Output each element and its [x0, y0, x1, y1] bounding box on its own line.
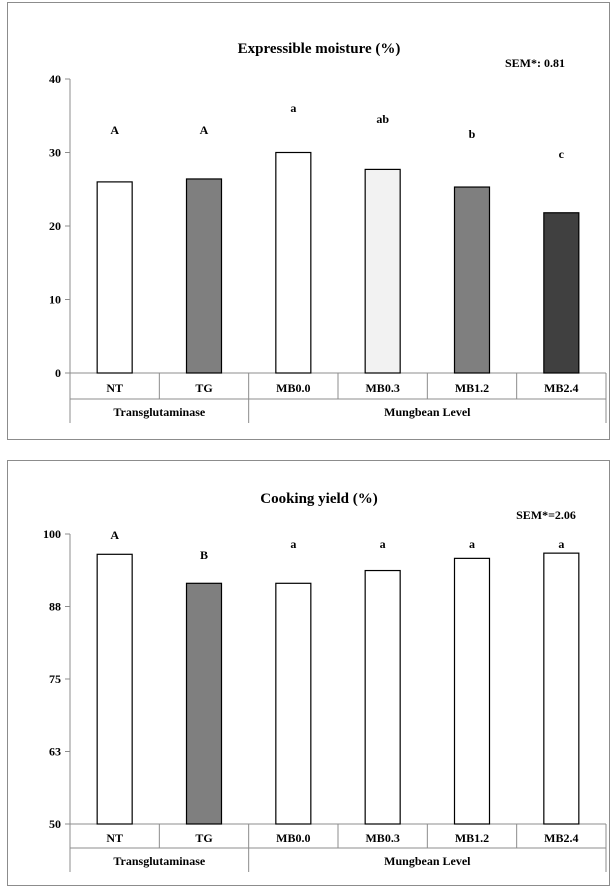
significance-label: A: [110, 528, 119, 542]
bar-nt: [96, 181, 133, 374]
bar-mb2-4: [543, 212, 580, 374]
y-tick-label: 20: [49, 219, 61, 233]
sem-annotation: SEM*=2.06: [516, 508, 576, 522]
cooking-yield-chart: Cooking yield (%) SEM*=2.06 50 63 75 88 100 N…: [43, 491, 607, 872]
bar-mb0-3: [364, 569, 401, 825]
significance-label: a: [469, 537, 475, 551]
bar-mb2-4: [543, 552, 580, 825]
bar-mb0-0: [275, 582, 312, 825]
y-tick-label: 0: [55, 366, 61, 380]
bar-mb1-2: [453, 186, 491, 374]
x-group-label: Transglutaminase: [113, 405, 205, 419]
x-category-label: MB0.0: [276, 381, 310, 395]
chart-title: Expressible moisture (%): [238, 41, 401, 57]
x-category-label: MB0.0: [276, 831, 310, 845]
y-tick-label: 100: [43, 527, 61, 541]
cooking-yield-chart-panel: Cooking yield (%) SEM*=2.06 50 63 75 88 100 N…: [7, 460, 610, 886]
x-group-label: Transglutaminase: [113, 854, 205, 868]
sem-annotation: SEM*: 0.81: [505, 56, 565, 70]
significance-label: a: [290, 537, 296, 551]
x-group-label: Mungbean Level: [384, 854, 471, 868]
significance-label: a: [380, 537, 386, 551]
bar-mb0-0: [275, 151, 312, 374]
x-category-label: MB0.3: [365, 381, 399, 395]
x-category-label: MB0.3: [365, 831, 399, 845]
y-tick-label: 63: [49, 745, 61, 759]
y-tick-label: 88: [49, 600, 61, 614]
bar-mb0-3: [364, 168, 401, 374]
x-category-label: TG: [195, 831, 212, 845]
x-group-label: Mungbean Level: [384, 405, 471, 419]
bar-mb1-2: [453, 557, 491, 825]
significance-label: a: [558, 537, 564, 551]
chart-title: Cooking yield (%): [260, 491, 378, 507]
x-category-label: NT: [106, 831, 123, 845]
y-tick-label: 75: [49, 672, 61, 686]
significance-label: A: [200, 123, 209, 137]
y-tick-label: 50: [49, 817, 61, 831]
expressible-moisture-chart: Expressible moisture (%) SEM*: 0.81 0 10 2…: [49, 41, 607, 423]
x-category-label: MB1.2: [455, 831, 489, 845]
x-category-label: NT: [106, 381, 123, 395]
bar-tg: [185, 582, 223, 825]
significance-label: B: [200, 548, 208, 562]
y-tick-label: 30: [49, 146, 61, 160]
significance-label: a: [290, 101, 296, 115]
y-tick-label: 40: [49, 72, 61, 86]
significance-label: ab: [376, 112, 389, 126]
bar-nt: [96, 553, 133, 825]
x-category-label: MB2.4: [544, 381, 578, 395]
y-tick-label: 10: [49, 293, 61, 307]
x-category-label: TG: [195, 381, 212, 395]
bar-tg: [185, 178, 223, 374]
significance-label: c: [559, 147, 565, 161]
x-category-label: MB1.2: [455, 381, 489, 395]
significance-label: A: [110, 123, 119, 137]
significance-label: b: [469, 127, 476, 141]
expressible-moisture-chart-panel: Expressible moisture (%) SEM*: 0.81 0 10 2…: [7, 2, 610, 440]
x-category-label: MB2.4: [544, 831, 578, 845]
